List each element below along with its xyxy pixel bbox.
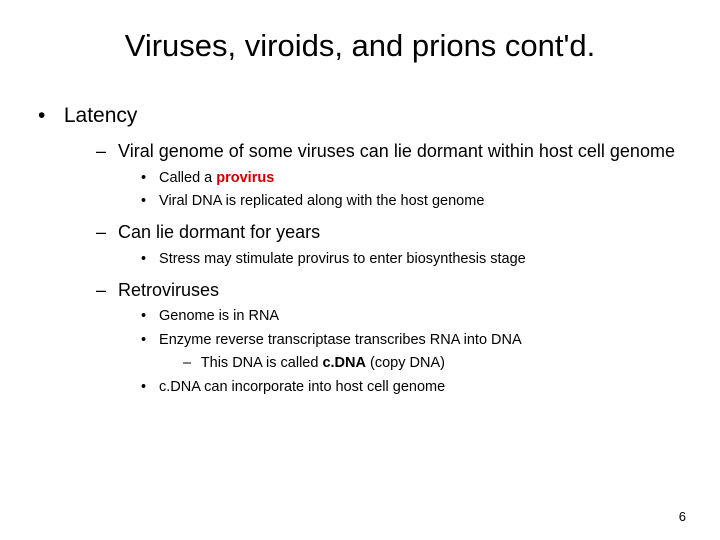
l2-text: Viral genome of some viruses can lie dor… (118, 141, 675, 161)
l2-item: Can lie dormant for years Stress may sti… (96, 221, 680, 268)
l3-item: Stress may stimulate provirus to enter b… (141, 250, 680, 269)
bullet-list-level3: Called a provirus Viral DNA is replicate… (113, 169, 680, 212)
l3-text: Stress may stimulate provirus to enter b… (159, 251, 526, 267)
l1-text: Latency (64, 104, 138, 127)
l2-text: Retroviruses (118, 280, 219, 300)
slide-title: Viruses, viroids, and prions cont'd. (40, 28, 680, 64)
bullet-list-level4: This DNA is called c.DNA (copy DNA) (155, 354, 680, 373)
l4-item: This DNA is called c.DNA (copy DNA) (183, 354, 680, 373)
l3-item: Genome is in RNA (141, 307, 680, 326)
page-number: 6 (679, 509, 686, 524)
l3-item: Called a provirus (141, 169, 680, 188)
l4-text-pre: This DNA is called (201, 355, 323, 371)
l4-text-post: (copy DNA) (366, 355, 445, 371)
l3-item: Enzyme reverse transcriptase transcribes… (141, 331, 680, 373)
l3-text: Enzyme reverse transcriptase transcribes… (159, 332, 522, 348)
l2-item: Viral genome of some viruses can lie dor… (96, 140, 680, 211)
l2-text: Can lie dormant for years (118, 222, 320, 242)
l1-item: Latency Viral genome of some viruses can… (58, 104, 680, 396)
l3-text: Viral DNA is replicated along with the h… (159, 193, 484, 209)
bullet-list-level1: Latency Viral genome of some viruses can… (40, 104, 680, 396)
l3-item: Viral DNA is replicated along with the h… (141, 192, 680, 211)
l3-text: Genome is in RNA (159, 308, 279, 324)
l3-text: c.DNA can incorporate into host cell gen… (159, 379, 445, 395)
l3-item: c.DNA can incorporate into host cell gen… (141, 378, 680, 397)
l3-text-pre: Called a (159, 170, 216, 186)
term-provirus: provirus (216, 170, 274, 186)
l2-item: Retroviruses Genome is in RNA Enzyme rev… (96, 279, 680, 397)
term-cdna: c.DNA (322, 355, 366, 371)
bullet-list-level2: Viral genome of some viruses can lie dor… (58, 140, 680, 396)
bullet-list-level3: Stress may stimulate provirus to enter b… (113, 250, 680, 269)
bullet-list-level3: Genome is in RNA Enzyme reverse transcri… (113, 307, 680, 396)
